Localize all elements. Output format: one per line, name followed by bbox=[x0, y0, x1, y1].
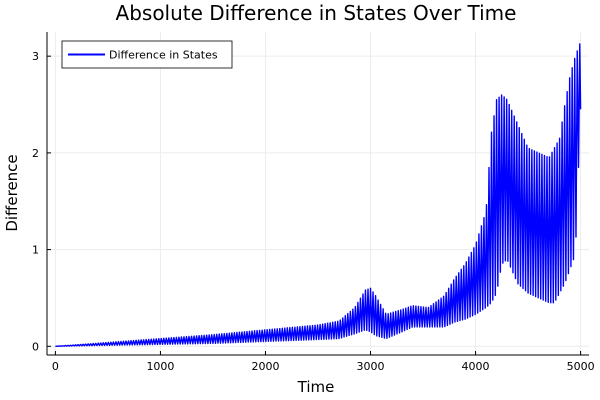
axes bbox=[46, 32, 589, 356]
legend-label-difference: Difference in States bbox=[109, 49, 218, 62]
y-axis-title: Difference bbox=[3, 154, 21, 231]
tick-labels: 0 1000 2000 3000 4000 5000 0 1 2 3 bbox=[32, 50, 595, 373]
tick-marks bbox=[47, 55, 582, 355]
chart-title: Absolute Difference in States Over Time bbox=[116, 1, 517, 25]
x-tick-label: 1000 bbox=[146, 360, 174, 373]
y-tick-label: 2 bbox=[32, 147, 39, 160]
y-tick-label: 0 bbox=[32, 340, 39, 353]
legend: Difference in States bbox=[61, 40, 233, 69]
x-tick-label: 4000 bbox=[462, 360, 490, 373]
x-axis-title: Time bbox=[297, 378, 335, 396]
y-tick-label: 1 bbox=[32, 244, 39, 257]
x-tick-label: 0 bbox=[52, 360, 59, 373]
series-line-difference bbox=[55, 43, 582, 347]
x-tick-label: 2000 bbox=[251, 360, 279, 373]
y-tick-label: 3 bbox=[32, 50, 39, 63]
x-tick-label: 3000 bbox=[357, 360, 385, 373]
x-tick-label: 5000 bbox=[567, 360, 595, 373]
